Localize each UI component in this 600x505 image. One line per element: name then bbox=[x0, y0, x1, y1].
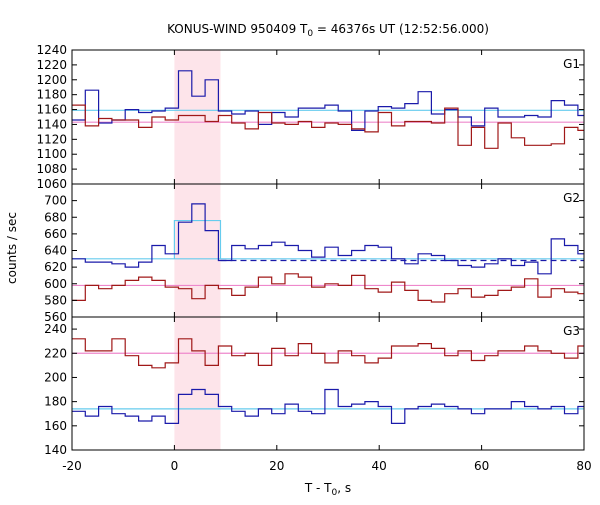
y-tick-label: 660 bbox=[44, 227, 67, 241]
plot-area bbox=[72, 70, 584, 149]
y-axis-label: counts / sec bbox=[5, 212, 19, 284]
x-tick-label: 60 bbox=[474, 459, 489, 473]
panel-frame bbox=[71, 183, 585, 318]
panel-label: G3 bbox=[563, 324, 580, 338]
series-blue-line bbox=[72, 203, 584, 275]
plot-area bbox=[72, 203, 584, 303]
panel-label: G2 bbox=[563, 191, 580, 205]
y-tick-label: 160 bbox=[44, 419, 67, 433]
panel-frame bbox=[71, 316, 585, 451]
y-tick-label: 1060 bbox=[36, 177, 67, 191]
x-tick-label: -20 bbox=[62, 459, 82, 473]
y-tick-label: 1080 bbox=[36, 162, 67, 176]
chart-title-subscript: 0 bbox=[307, 29, 313, 39]
highlight-interval bbox=[174, 50, 221, 184]
y-tick-label: 620 bbox=[44, 260, 67, 274]
y-tick-label: 560 bbox=[44, 310, 67, 324]
y-tick-label: 1100 bbox=[36, 147, 67, 161]
panel-g3: 140 160 180 200 220 240 G3 bbox=[44, 316, 585, 457]
x-axis-label-subscript: 0 bbox=[332, 488, 338, 498]
y-tick-label: 220 bbox=[44, 346, 67, 360]
plot-area bbox=[72, 338, 584, 424]
y-tick-label: 1200 bbox=[36, 73, 67, 87]
y-tick-label: 1220 bbox=[36, 58, 67, 72]
series-blue-line bbox=[72, 388, 584, 424]
y-tick-label: 700 bbox=[44, 194, 67, 208]
y-tick-label: 1140 bbox=[36, 117, 67, 131]
y-tick-label: 1240 bbox=[36, 43, 67, 57]
interval-mean-step bbox=[173, 219, 222, 259]
panel-label: G1 bbox=[563, 57, 580, 71]
x-tick-label: 0 bbox=[171, 459, 179, 473]
x-tick-label: 20 bbox=[269, 459, 284, 473]
series-red-line bbox=[72, 273, 584, 303]
panel-g1: 1060108011001120114011601180120012201240… bbox=[36, 43, 585, 191]
x-tick-label: 40 bbox=[372, 459, 387, 473]
y-tick-label: 240 bbox=[44, 322, 67, 336]
y-tick-label: 1160 bbox=[36, 103, 67, 117]
y-tick-label: 180 bbox=[44, 395, 67, 409]
panel-g2: 560 580 600 620 640 660 680 700 G2 bbox=[44, 183, 585, 324]
series-red-line bbox=[72, 338, 584, 369]
series-red-line bbox=[72, 104, 584, 149]
y-tick-label: 1180 bbox=[36, 88, 67, 102]
x-axis-label: T - T0, s bbox=[304, 481, 351, 498]
y-tick-label: 680 bbox=[44, 210, 67, 224]
y-tick-label: 580 bbox=[44, 293, 67, 307]
chart-title: KONUS-WIND 950409 T0 = 46376s UT (12:52:… bbox=[167, 22, 489, 39]
highlight-interval bbox=[174, 184, 221, 317]
y-tick-label: 1120 bbox=[36, 132, 67, 146]
series-blue-line bbox=[72, 70, 584, 131]
y-tick-label: 640 bbox=[44, 244, 67, 258]
y-tick-label: 140 bbox=[44, 443, 67, 457]
y-tick-label: 200 bbox=[44, 370, 67, 384]
y-tick-label: 600 bbox=[44, 277, 67, 291]
highlight-interval bbox=[174, 317, 221, 450]
panels-layer: 1060108011001120114011601180120012201240… bbox=[36, 43, 591, 473]
x-tick-label: 80 bbox=[576, 459, 591, 473]
